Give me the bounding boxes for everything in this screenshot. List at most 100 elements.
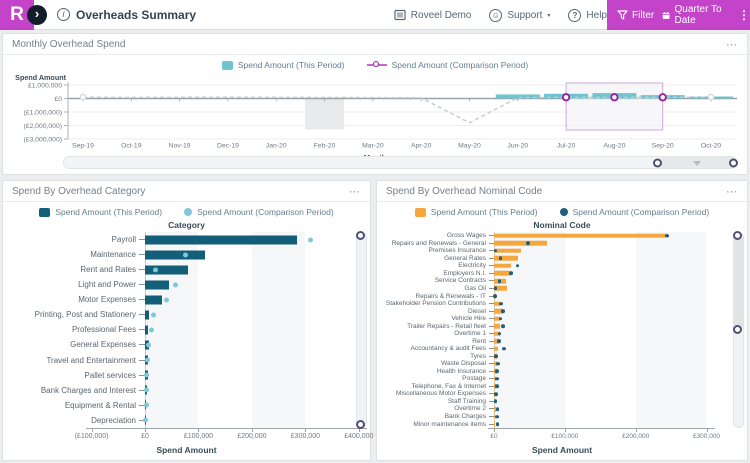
bar[interactable]: [494, 271, 510, 276]
comparison-dot[interactable]: [496, 362, 501, 366]
comparison-dot[interactable]: [495, 377, 499, 381]
comparison-dot[interactable]: [172, 282, 178, 288]
bar[interactable]: [494, 301, 502, 306]
selection-rect[interactable]: [565, 82, 664, 131]
legend-comparison-period[interactable]: Spend Amount (Comparison Period): [184, 207, 334, 217]
category-label: Gross Wages: [446, 232, 486, 240]
comparison-dot[interactable]: [148, 327, 154, 333]
bar[interactable]: [494, 346, 498, 352]
comparison-dot[interactable]: [163, 297, 169, 303]
panel-title: Monthly Overhead Spend: [12, 38, 126, 50]
month-bar[interactable]: [495, 94, 540, 99]
comparison-dot[interactable]: [493, 286, 498, 291]
bar[interactable]: [494, 308, 503, 314]
comparison-dot[interactable]: [497, 339, 501, 343]
comparison-dot[interactable]: [143, 402, 149, 408]
comparison-dot[interactable]: [495, 422, 500, 426]
bar[interactable]: [145, 235, 298, 245]
category-vertical-slider[interactable]: [356, 231, 367, 429]
date-range-button[interactable]: Quarter To Date: [662, 4, 728, 26]
filter-button[interactable]: Filter: [617, 10, 654, 21]
vslider-handle-top[interactable]: [733, 231, 742, 240]
vslider-handle-bottom[interactable]: [356, 420, 365, 429]
bar[interactable]: [494, 323, 500, 329]
comparison-dot[interactable]: [509, 271, 513, 276]
bar[interactable]: [494, 263, 511, 269]
bar[interactable]: [494, 286, 507, 291]
comparison-dot[interactable]: [150, 312, 156, 318]
comparison-dot[interactable]: [493, 249, 498, 253]
comparison-dot[interactable]: [526, 241, 530, 246]
comparison-dot[interactable]: [153, 267, 159, 273]
comparison-dot[interactable]: [144, 372, 150, 378]
legend-comparison-period[interactable]: Spend Amount (Comparison Period): [559, 207, 709, 217]
legend-this-period[interactable]: Spend Amount (This Period): [39, 207, 162, 217]
comparison-dot[interactable]: [515, 264, 520, 268]
vslider-handle-bottom[interactable]: [733, 325, 742, 334]
bar[interactable]: [494, 331, 500, 336]
bar[interactable]: [145, 280, 170, 290]
help-menu[interactable]: ? Help: [568, 8, 607, 22]
support-menu[interactable]: ☺ Support ▾: [489, 8, 550, 22]
comparison-dot[interactable]: [498, 316, 503, 321]
slider-handle-right[interactable]: [729, 158, 738, 167]
comparison-dot[interactable]: [502, 346, 506, 351]
comparison-dot[interactable]: [495, 407, 500, 411]
legend-this-period[interactable]: Spend Amount (This Period): [414, 207, 538, 217]
highlighted-marker[interactable]: [658, 93, 667, 102]
comparison-dot[interactable]: [501, 309, 505, 313]
slider-handle-left[interactable]: [653, 158, 663, 167]
bar[interactable]: [494, 233, 668, 239]
comparison-dot[interactable]: [182, 252, 188, 258]
comparison-dot[interactable]: [497, 331, 502, 336]
bar[interactable]: [145, 325, 149, 335]
bar[interactable]: [145, 310, 150, 320]
category-label: Overtime 1: [454, 330, 486, 338]
bar[interactable]: [145, 250, 206, 260]
bar[interactable]: [494, 316, 501, 321]
comparison-dot[interactable]: [665, 233, 669, 238]
comparison-dot[interactable]: [146, 342, 152, 348]
comparison-dot[interactable]: [308, 237, 314, 243]
panel-menu-button[interactable]: ⋯: [726, 185, 738, 198]
bar[interactable]: [494, 256, 519, 261]
comparison-dot[interactable]: [495, 414, 499, 419]
panel-menu-button[interactable]: ⋯: [726, 38, 738, 51]
comparison-dot[interactable]: [494, 354, 498, 359]
comparison-dot[interactable]: [493, 399, 498, 404]
comparison-dot[interactable]: [494, 392, 498, 396]
account-menu[interactable]: Roveel Demo: [394, 9, 471, 21]
comparison-dot[interactable]: [495, 369, 499, 374]
comparison-dot[interactable]: [495, 384, 499, 389]
bar[interactable]: [494, 414, 496, 419]
sidebar-toggle-button[interactable]: ›: [27, 5, 47, 25]
bar[interactable]: [494, 406, 497, 412]
bar[interactable]: [145, 265, 189, 275]
comparison-dot[interactable]: [144, 387, 150, 393]
bar[interactable]: [494, 421, 496, 427]
panel-menu-button[interactable]: ⋯: [349, 185, 361, 198]
comparison-dot[interactable]: [501, 324, 505, 328]
bar[interactable]: [145, 295, 162, 305]
comparison-dot[interactable]: [145, 357, 151, 363]
comparison-dot[interactable]: [499, 301, 503, 306]
legend-this-period[interactable]: Spend Amount (This Period): [221, 60, 345, 70]
vslider-handle-top[interactable]: [356, 231, 365, 240]
line-marker[interactable]: [79, 93, 87, 101]
comparison-dot[interactable]: [143, 417, 149, 423]
highlighted-marker[interactable]: [561, 93, 571, 102]
highlighted-marker[interactable]: [610, 93, 619, 102]
comparison-dot[interactable]: [498, 256, 503, 261]
time-range-slider[interactable]: [63, 156, 738, 169]
legend-comparison-period[interactable]: Spend Amount (Comparison Period): [366, 60, 528, 70]
comparison-dot[interactable]: [492, 294, 497, 298]
bar[interactable]: [494, 248, 521, 254]
kebab-menu[interactable]: ⋮: [738, 8, 750, 22]
nominal-vertical-slider[interactable]: [733, 231, 744, 428]
bar[interactable]: [494, 241, 548, 246]
bar[interactable]: [494, 338, 499, 344]
bar[interactable]: [494, 361, 499, 367]
line-marker[interactable]: [707, 93, 715, 101]
comparison-dot[interactable]: [497, 279, 502, 283]
vslider-selected-range[interactable]: [734, 233, 743, 330]
